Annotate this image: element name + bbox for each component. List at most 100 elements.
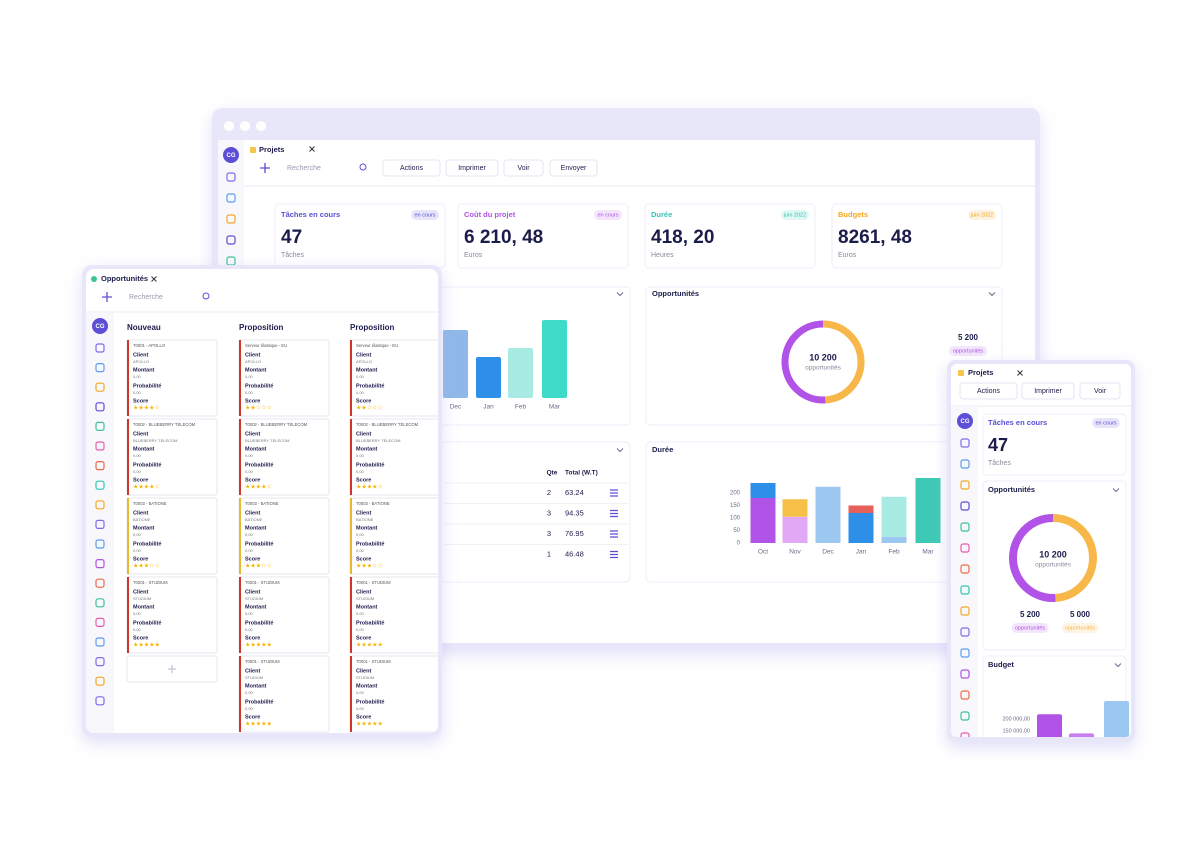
sidebar-icon <box>960 480 970 490</box>
y-tick-label: 150 <box>730 503 741 509</box>
column-title: Proposition <box>350 323 395 332</box>
x-tick-label: Dec <box>450 404 462 411</box>
card-field-label: Client <box>356 589 371 595</box>
card-stars: ★★☆☆☆ <box>245 405 272 412</box>
card-field-value: 0,00 <box>356 690 365 695</box>
window-dot <box>224 121 234 131</box>
card-ref: T0001 - STUDIUM <box>245 580 280 585</box>
bar <box>476 357 501 398</box>
card-field-value: 0,00 <box>356 453 365 458</box>
row-menu-icon <box>610 509 618 518</box>
sidebar-icon <box>960 711 970 721</box>
kpi-title: Tâches en cours <box>281 210 340 219</box>
badge <box>1092 418 1120 428</box>
card-field-label: Probabilité <box>356 383 384 389</box>
button <box>959 382 1018 400</box>
card-field-label: Client <box>356 510 371 516</box>
donut-total-label: opportunités <box>805 365 842 372</box>
search-placeholder: Recherche <box>287 165 321 172</box>
card-field-value: 0,00 <box>133 532 142 537</box>
legend-value: 5 200 <box>1020 610 1041 619</box>
card-field-value: 0,00 <box>133 627 142 632</box>
add-icon <box>168 665 176 673</box>
card-accent <box>350 419 352 495</box>
sidebar-icon <box>960 585 970 595</box>
card-field-value: STUDIUM <box>245 596 263 601</box>
sidebar-icon <box>95 441 105 451</box>
kpi-title: Coût du projet <box>464 210 516 219</box>
bar-segment <box>848 505 874 513</box>
donut-total: 10 200 <box>809 352 837 362</box>
bar-segment <box>881 536 907 543</box>
card-ref: T0001 - APOLLO <box>133 343 166 348</box>
card-field-label: Client <box>133 431 148 437</box>
card-accent <box>239 498 241 574</box>
kpi-value: 8261, 48 <box>838 227 912 248</box>
button-label: Voir <box>1094 388 1107 395</box>
sidebar-icon <box>95 363 105 373</box>
card-field-value: 0,00 <box>133 469 142 474</box>
card-field-label: Probabilité <box>356 699 384 705</box>
table-header: Total (W.T) <box>565 470 598 477</box>
card-field-label: Probabilité <box>245 699 273 705</box>
table-cell: 63.24 <box>565 488 584 497</box>
card-field-value: APOLLO <box>356 359 372 364</box>
card-field-label: Client <box>133 589 148 595</box>
card-ref: T0002 - BLUEBERRY TELECOM <box>133 422 196 427</box>
card-field-value: APOLLO <box>245 359 261 364</box>
kpi-card <box>457 203 629 269</box>
card-field-label: Montant <box>133 367 155 373</box>
panel-title: Durée <box>652 445 673 454</box>
search-icon <box>359 163 367 171</box>
card-field-label: Montant <box>356 525 378 531</box>
button-label: Actions <box>977 388 1000 395</box>
card-stars: ★★★★★ <box>356 721 383 728</box>
sidebar-icon <box>960 690 970 700</box>
button <box>382 159 441 177</box>
avatar-initials: CG <box>961 419 970 425</box>
x-tick-label: Dec <box>822 549 834 556</box>
card-field-value: STUDIUM <box>245 675 263 680</box>
button-label: Imprimer <box>1034 388 1062 395</box>
card-field-value: 0,00 <box>245 469 254 474</box>
card-field-label: Client <box>245 431 260 437</box>
window-dot <box>256 121 266 131</box>
card-field-label: Montant <box>356 604 378 610</box>
card-field-label: Client <box>245 510 260 516</box>
card-field-label: Montant <box>356 367 378 373</box>
avatar <box>92 318 108 334</box>
card-field-label: Score <box>356 556 371 562</box>
card-field-label: Probabilité <box>245 383 273 389</box>
donut-segment <box>1052 514 1097 602</box>
dropdown-icon <box>1112 488 1120 493</box>
card-accent <box>239 340 241 416</box>
opportunities-panel <box>645 286 1003 426</box>
y-tick-label: 200 000,00 <box>1002 716 1030 722</box>
tab-title: Projets <box>259 145 284 154</box>
tab-icon <box>958 370 964 376</box>
card-field-value: 0,00 <box>133 611 142 616</box>
sidebar-icon <box>95 539 105 549</box>
badge <box>1061 623 1099 633</box>
sidebar-icon <box>960 732 970 737</box>
dropdown-icon <box>616 448 624 453</box>
y-tick-label: 0 <box>737 541 741 547</box>
card-field-value: 0,00 <box>133 390 142 395</box>
card-field-label: Probabilité <box>133 462 161 468</box>
kpi-title: Durée <box>651 210 672 219</box>
badge-label: opportunités <box>1065 625 1096 631</box>
x-tick-label: Jan <box>483 404 494 411</box>
avatar <box>957 413 973 429</box>
kpi-card <box>831 203 1003 269</box>
card-accent <box>350 340 352 416</box>
card-field-label: Client <box>245 352 260 358</box>
card-accent <box>127 340 129 416</box>
row-menu-icon <box>610 530 618 538</box>
button <box>445 159 499 177</box>
card-field-label: Montant <box>245 604 267 610</box>
legend-value: 5 200 <box>958 333 979 342</box>
card-stars: ★★★☆☆ <box>133 563 160 570</box>
close-icon <box>1017 370 1023 376</box>
card-field-label: Score <box>356 714 371 720</box>
y-tick-label: 150 000,00 <box>1002 728 1030 734</box>
